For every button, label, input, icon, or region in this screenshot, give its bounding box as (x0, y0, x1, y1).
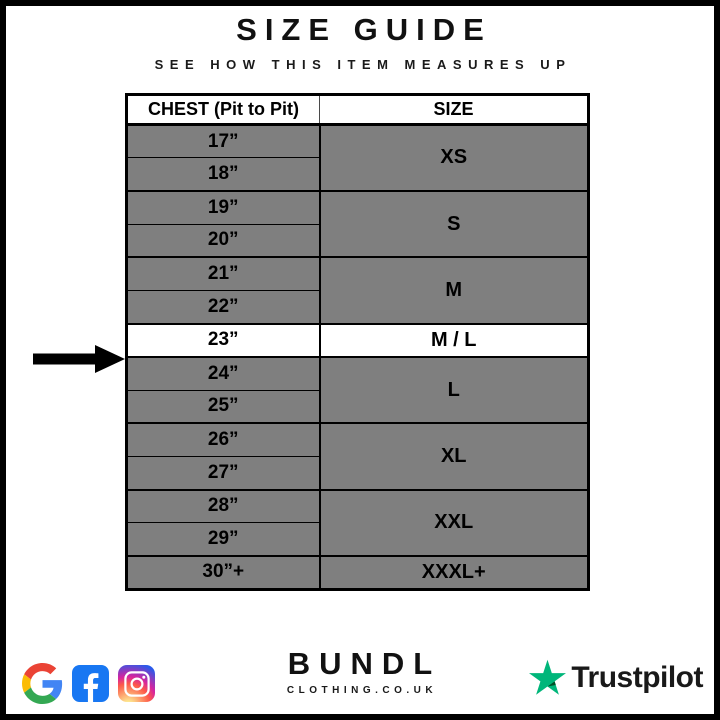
table-row: 29” (126, 522, 589, 556)
table-row: 30”+ XXXL+ (126, 554, 589, 590)
size-cell: XXXL+ (319, 554, 589, 590)
chest-cell: 30”+ (126, 554, 321, 590)
google-icon (22, 663, 63, 704)
page-subtitle: SEE HOW THIS ITEM MEASURES UP (154, 57, 572, 72)
chest-cell: 23” (126, 322, 321, 357)
brand-name: BUNDL (287, 646, 442, 681)
chest-cell: 26” (126, 422, 321, 457)
arrow-right-icon (33, 345, 125, 373)
table-row: 18” (126, 157, 589, 191)
table-row: 19” S (126, 189, 589, 258)
chest-cell: 24” (126, 355, 321, 390)
social-icons (22, 663, 155, 704)
chest-cell: 22” (126, 289, 321, 324)
size-cell: M / L (319, 322, 589, 357)
table-row: 17” XS (126, 123, 589, 191)
col-header-chest: CHEST (Pit to Pit) (126, 94, 320, 126)
table-row: 27” (126, 455, 589, 490)
chest-cell: 18” (126, 157, 321, 191)
instagram-icon (118, 665, 155, 702)
chest-cell: 19” (126, 189, 321, 225)
table-row: 24” L (126, 355, 589, 424)
table-row-highlighted: 23” M / L (126, 322, 589, 357)
trustpilot-logo: Trustpilot (529, 659, 703, 696)
table-header-row: CHEST (Pit to Pit) SIZE (126, 94, 589, 126)
size-cell: XL (319, 422, 589, 490)
chest-cell: 25” (126, 389, 321, 424)
col-header-size: SIZE (319, 94, 589, 126)
table-row: 26” XL (126, 422, 589, 490)
size-cell: XXL (319, 488, 589, 556)
size-cell: XS (319, 123, 589, 191)
trustpilot-star-icon (529, 659, 567, 695)
chest-cell: 20” (126, 223, 321, 258)
chest-cell: 28” (126, 488, 321, 523)
page-title: SIZE GUIDE (236, 12, 492, 47)
trustpilot-label: Trustpilot (571, 660, 703, 694)
table-row: 22” (126, 289, 589, 324)
chest-cell: 29” (126, 522, 321, 556)
size-cell: S (319, 189, 589, 258)
brand-domain: CLOTHING.CO.UK (286, 685, 438, 696)
size-cell: L (319, 355, 589, 424)
facebook-icon (72, 665, 109, 702)
chest-cell: 27” (126, 455, 321, 490)
brand-logo: BUNDL CLOTHING.CO.UK (0, 646, 720, 696)
size-cell: M (319, 256, 589, 324)
table-row: 28” XXL (126, 488, 589, 556)
chest-cell: 17” (126, 123, 321, 158)
size-guide-table: CHEST (Pit to Pit) SIZE 17” XS 18” 19” S… (125, 93, 590, 591)
table-row: 25” (126, 389, 589, 424)
table-row: 21” M (126, 256, 589, 324)
table-row: 20” (126, 223, 589, 258)
chest-cell: 21” (126, 256, 321, 291)
